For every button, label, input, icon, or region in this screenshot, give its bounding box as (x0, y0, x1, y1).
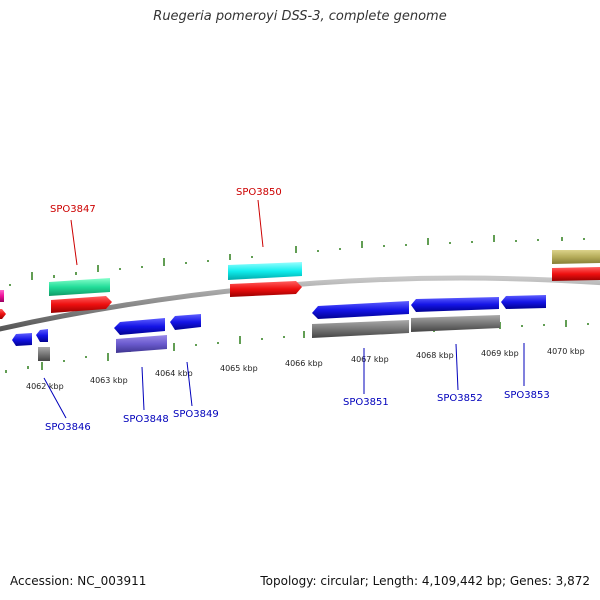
gene-feature[interactable] (411, 297, 499, 312)
gene-feature[interactable] (312, 301, 409, 319)
gene-feature[interactable] (170, 314, 201, 330)
gene-feature[interactable] (552, 250, 600, 264)
gene-feature[interactable] (230, 281, 302, 297)
gene-label[interactable]: SPO3851 (343, 397, 389, 408)
gene-label[interactable]: SPO3853 (504, 390, 550, 401)
gene-feature[interactable] (312, 320, 409, 338)
leader-line (141, 366, 145, 411)
kbp-label: 4070 kbp (547, 347, 585, 356)
gene-label[interactable]: SPO3852 (437, 393, 483, 404)
gene-labels: SPO3847 SPO3850 SPO3846 SPO3848 SPO3849 … (45, 187, 550, 433)
gene-feature[interactable] (228, 262, 302, 280)
leader-line (186, 361, 193, 407)
gene-label[interactable]: SPO3848 (123, 414, 169, 425)
genome-stats-text: Topology: circular; Length: 4,109,442 bp… (260, 574, 590, 588)
kbp-label: 4063 kbp (90, 376, 128, 385)
leader-lines (43, 199, 525, 419)
gene-feature[interactable] (411, 315, 500, 332)
gene-label[interactable]: SPO3847 (50, 204, 96, 215)
gene-feature[interactable] (36, 329, 48, 342)
gene-feature[interactable] (501, 295, 546, 309)
leader-line (70, 219, 78, 266)
gene-feature[interactable] (12, 333, 32, 346)
gene-feature[interactable] (38, 347, 50, 361)
gene-label[interactable]: SPO3846 (45, 422, 91, 433)
gene-feature[interactable] (51, 296, 112, 313)
gene-feature[interactable] (552, 267, 600, 281)
reverse-strand (12, 295, 546, 361)
kbp-label: 4065 kbp (220, 364, 258, 373)
gene-label[interactable]: SPO3849 (173, 409, 219, 420)
leader-line (43, 377, 67, 419)
gene-label[interactable]: SPO3850 (236, 187, 282, 198)
gene-feature[interactable] (49, 278, 110, 296)
kbp-label: 4067 kbp (351, 355, 389, 364)
kbp-label: 4064 kbp (155, 369, 193, 378)
kbp-label: 4062 kbp (26, 382, 64, 391)
leader-line (455, 343, 459, 391)
kbp-label: 4068 kbp (416, 351, 454, 360)
accession-text: Accession: NC_003911 (10, 574, 147, 588)
kbp-labels: 4062 kbp 4063 kbp 4064 kbp 4065 kbp 4066… (26, 347, 585, 391)
gene-feature[interactable] (0, 309, 6, 319)
kbp-label: 4066 kbp (285, 359, 323, 368)
map-title: Ruegeria pomeroyi DSS-3, complete genome (153, 9, 447, 24)
kbp-label: 4069 kbp (481, 349, 519, 358)
tick-ring-outer (9, 235, 585, 286)
gene-feature[interactable] (116, 335, 167, 353)
gene-feature[interactable] (114, 318, 165, 335)
genome-backbone (0, 275, 600, 332)
forward-strand (0, 250, 600, 319)
gene-feature[interactable] (0, 290, 4, 302)
leader-line (257, 199, 264, 248)
